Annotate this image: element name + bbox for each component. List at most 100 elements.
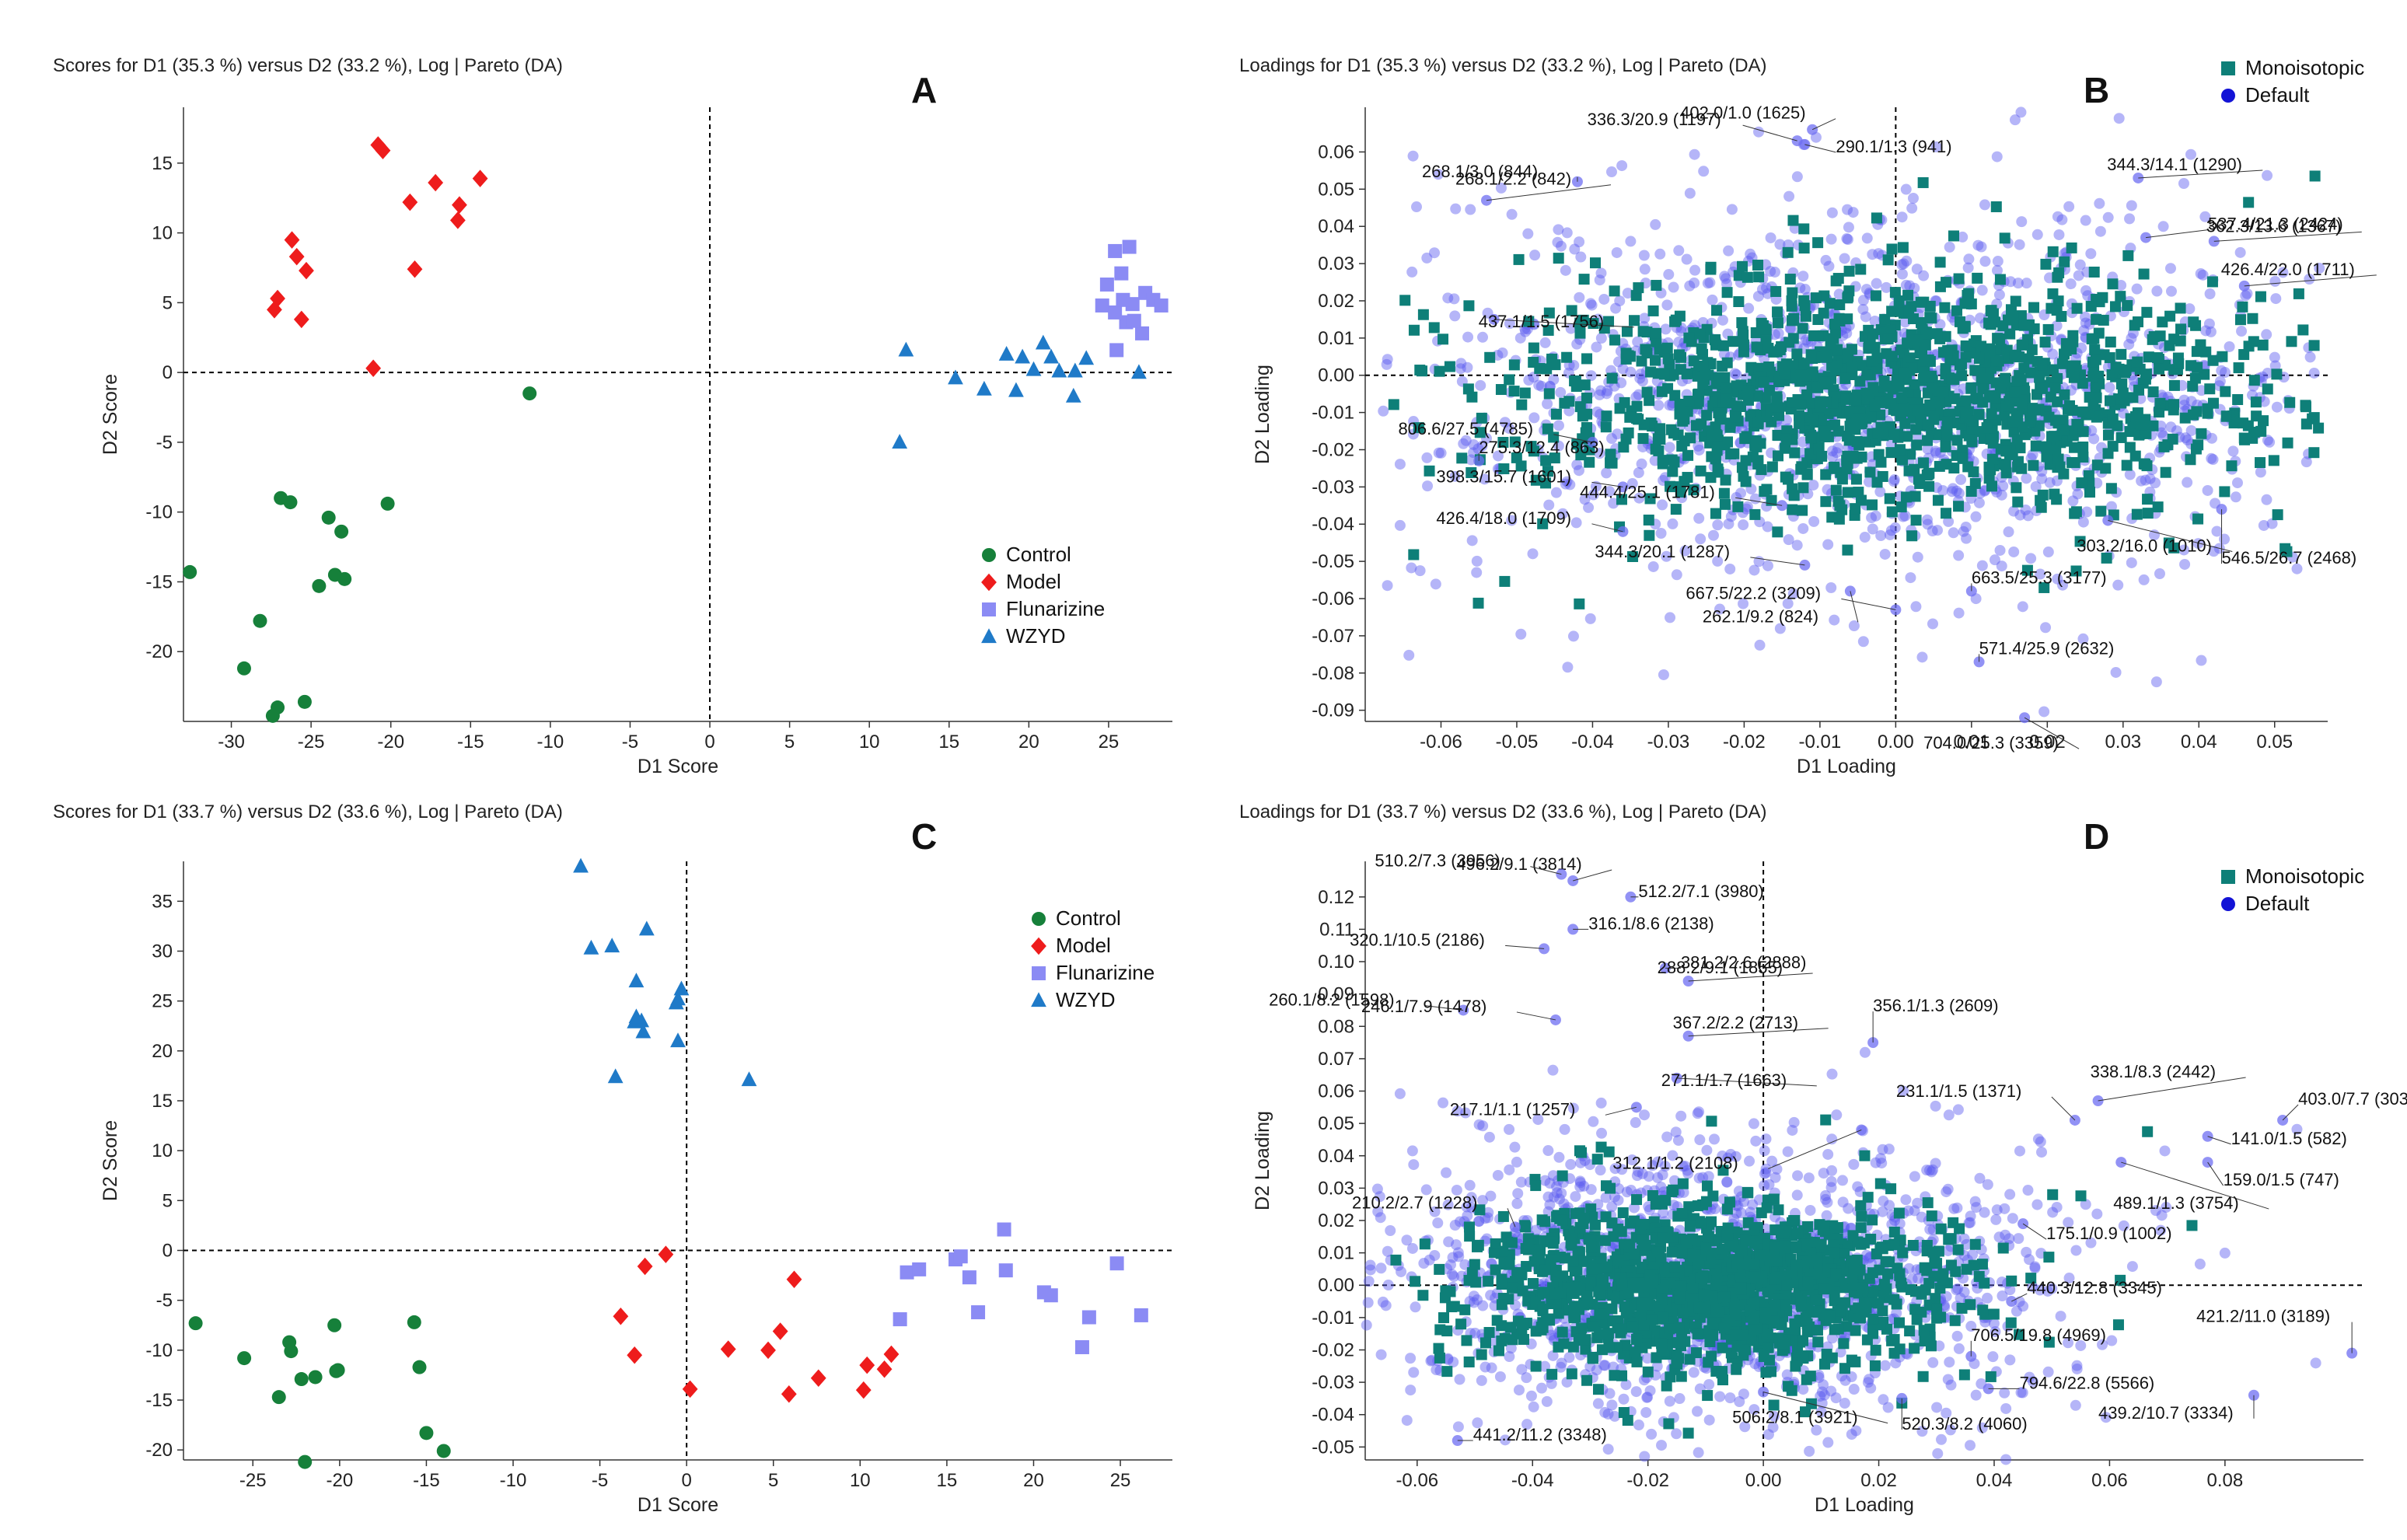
default-point [2022, 1185, 2034, 1196]
control-point [327, 1318, 342, 1332]
monoisotopic-point [1986, 480, 1997, 492]
default-point [2070, 1245, 2082, 1256]
flunarizine-point [912, 1262, 927, 1276]
default-point [1616, 160, 1628, 172]
default-point [1927, 618, 1938, 630]
default-point [1634, 372, 1646, 384]
y-tick-label: -0.02 [1312, 1339, 1354, 1360]
flunarizine-point [1114, 266, 1129, 281]
default-point [1825, 233, 1837, 245]
default-point [1594, 448, 1605, 459]
default-point [1453, 1251, 1465, 1262]
default-point [1738, 1388, 1749, 1400]
default-point [1965, 1217, 1976, 1228]
flunarizine-point [1109, 1256, 1124, 1271]
default-point [1477, 1120, 1489, 1132]
default-point [2219, 1247, 2231, 1259]
default-point [1857, 295, 1869, 306]
model-point [781, 1385, 797, 1403]
default-point [2140, 474, 2151, 486]
default-point [1837, 1196, 1849, 1208]
default-point [2264, 436, 2276, 448]
default-point [1638, 250, 1650, 261]
default-point [1563, 1352, 1575, 1364]
default-point [1414, 565, 1426, 577]
default-point [1497, 347, 1508, 358]
legend-marker [1032, 966, 1046, 980]
default-point [1564, 479, 1576, 491]
monoisotopic-point [2188, 409, 2199, 421]
default-point [1769, 267, 1780, 278]
monoisotopic-point [1993, 355, 2004, 367]
default-point [1557, 508, 1569, 519]
monoisotopic-point [1832, 273, 1844, 285]
monoisotopic-point [1937, 386, 1949, 398]
monoisotopic-point [2219, 486, 2231, 498]
x-tick-label: 25 [1099, 732, 1120, 753]
monoisotopic-point [2175, 323, 2187, 335]
default-point [1792, 1170, 1804, 1182]
default-point [1969, 1196, 1981, 1207]
flunarizine-point [893, 1312, 907, 1327]
model-point [883, 1345, 900, 1364]
legend-marker [2221, 89, 2235, 103]
default-point [1898, 258, 1909, 270]
default-point [1375, 1262, 1387, 1274]
default-point [2124, 213, 2136, 225]
monoisotopic-point [1863, 324, 1874, 336]
x-tick-label: -25 [239, 1470, 267, 1491]
y-tick-label: 0.05 [1318, 1113, 1354, 1134]
default-point [2234, 246, 2246, 258]
monoisotopic-point [2220, 386, 2231, 397]
monoisotopic-point [1986, 408, 1997, 420]
control-point [334, 524, 349, 539]
model-point [876, 1360, 893, 1378]
control-point [312, 578, 327, 593]
monoisotopic-point [1619, 396, 1630, 408]
default-point [1542, 1145, 1554, 1157]
monoisotopic-point [1925, 370, 1937, 382]
default-point [1826, 1133, 1838, 1145]
point-annotation: 362.3/13.6 (1367) [2206, 216, 2342, 236]
default-point [1848, 1158, 1860, 1170]
monoisotopic-point [1710, 508, 1721, 519]
series-flunarizine [1095, 239, 1169, 358]
monoisotopic-point [1408, 324, 1420, 336]
default-point [1879, 548, 1891, 560]
default-point [1583, 501, 1595, 513]
monoisotopic-point [2152, 501, 2164, 513]
monoisotopic-point [2300, 418, 2312, 430]
default-point [1433, 447, 1445, 459]
default-point [1905, 572, 1916, 584]
point-annotation: 303.2/16.0 (1010) [2077, 536, 2212, 555]
monoisotopic-point [2087, 371, 2099, 382]
monoisotopic-point [1903, 465, 1915, 477]
series-wzyd [892, 334, 1147, 449]
y-tick-label: 0.01 [1318, 328, 1354, 349]
panel-a-letter: A [911, 70, 937, 110]
monoisotopic-point [1695, 465, 1707, 477]
monoisotopic-point [1888, 429, 1900, 441]
monoisotopic-point [1913, 473, 1924, 485]
monoisotopic-point [1834, 500, 1846, 512]
default-point [1958, 1287, 1970, 1298]
monoisotopic-point [1553, 253, 1564, 264]
control-point [237, 1351, 252, 1366]
monoisotopic-point [1749, 508, 1761, 520]
default-point [1976, 285, 1988, 296]
default-point [2022, 510, 2034, 522]
default-point [2073, 270, 2084, 281]
default-point [1492, 1169, 1504, 1181]
monoisotopic-point [2018, 362, 2030, 374]
default-point [1382, 354, 1393, 365]
default-point [1611, 246, 1623, 258]
default-point [2052, 211, 2063, 222]
default-point [1654, 248, 1666, 260]
default-point [1692, 1108, 1703, 1119]
x-tick-label: 5 [768, 1470, 778, 1491]
monoisotopic-point [1651, 327, 1662, 339]
default-point [1553, 440, 1564, 452]
default-point [2016, 216, 2028, 228]
default-point [1562, 662, 1574, 673]
default-point [2042, 547, 2054, 558]
